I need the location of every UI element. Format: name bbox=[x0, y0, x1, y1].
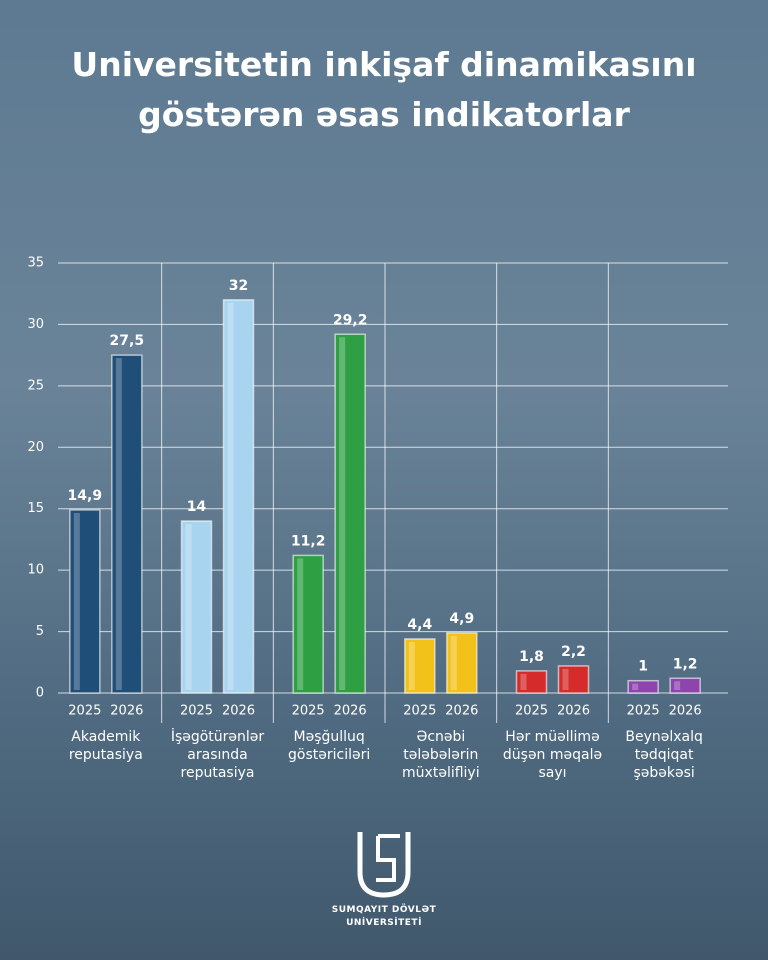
value-label: 27,5 bbox=[110, 333, 145, 349]
y-tick-label: 35 bbox=[27, 256, 44, 271]
x-tick-label: 2026 bbox=[334, 704, 367, 719]
value-label: 1,2 bbox=[673, 656, 698, 672]
y-tick-label: 10 bbox=[27, 563, 44, 578]
bar-highlight bbox=[450, 635, 457, 690]
logo-text: SUMQAYIT DÖVLƏT bbox=[331, 905, 437, 915]
x-tick-label: 2025 bbox=[68, 704, 101, 719]
bar bbox=[515, 670, 548, 694]
x-tick-label: 2025 bbox=[403, 704, 436, 719]
value-label: 14 bbox=[187, 499, 207, 515]
x-tick-label: 2026 bbox=[222, 704, 255, 719]
value-label: 32 bbox=[229, 278, 248, 294]
value-label: 4,9 bbox=[449, 611, 474, 627]
x-tick-label: 2025 bbox=[180, 704, 213, 719]
category-label: Məşğulluq göstəriciləri bbox=[288, 729, 371, 763]
x-tick-label: 2026 bbox=[110, 704, 143, 719]
y-tick-label: 0 bbox=[36, 686, 44, 701]
category-label: Beynəlxalq tədqiqat şəbəkəsi bbox=[625, 729, 703, 781]
category-label: İşəgötürənlər arasında reputasiya bbox=[170, 729, 265, 781]
bar bbox=[446, 632, 478, 694]
bar bbox=[334, 333, 366, 694]
value-label: 29,2 bbox=[333, 312, 368, 328]
value-label: 4,4 bbox=[407, 617, 432, 633]
bar-highlight bbox=[297, 558, 304, 690]
y-tick-label: 25 bbox=[27, 378, 44, 393]
value-label: 14,9 bbox=[68, 488, 103, 504]
bar bbox=[557, 665, 590, 694]
x-tick-label: 2026 bbox=[557, 704, 590, 719]
bar bbox=[69, 509, 101, 694]
category-label: Hər müəllimə düşən məqalə sayı bbox=[502, 729, 603, 781]
bar bbox=[222, 299, 255, 694]
bar-highlight bbox=[632, 683, 639, 690]
x-tick-label: 2026 bbox=[669, 704, 702, 719]
logo-text: UNİVERSİTETİ bbox=[346, 918, 422, 928]
x-tick-label: 2025 bbox=[515, 704, 548, 719]
logo-mark bbox=[357, 832, 411, 898]
chart-title: Universitetin inkişaf dinamikasını göstə… bbox=[71, 45, 697, 134]
bar-highlight bbox=[674, 681, 681, 690]
bar bbox=[292, 554, 324, 694]
value-label: 1 bbox=[638, 659, 648, 675]
bar-highlight bbox=[227, 302, 234, 690]
bar-highlight bbox=[185, 524, 192, 690]
bar-highlight bbox=[520, 673, 527, 690]
bar-highlight bbox=[339, 337, 346, 690]
value-label: 2,2 bbox=[561, 644, 586, 660]
x-tick-label: 2025 bbox=[292, 704, 325, 719]
category-label: Əcnəbi tələbələrin müxtəlifliyi bbox=[402, 729, 480, 781]
bar bbox=[669, 677, 701, 694]
bar bbox=[180, 520, 213, 694]
bar bbox=[111, 354, 143, 694]
y-tick-label: 15 bbox=[27, 501, 44, 516]
bar bbox=[404, 638, 436, 694]
y-tick-label: 5 bbox=[36, 624, 44, 639]
value-label: 11,2 bbox=[291, 533, 326, 549]
bar-highlight bbox=[562, 668, 569, 690]
x-tick-label: 2025 bbox=[627, 704, 660, 719]
value-label: 1,8 bbox=[519, 649, 544, 665]
bar-highlight bbox=[115, 358, 122, 690]
bar-highlight bbox=[73, 512, 80, 690]
bar bbox=[627, 679, 659, 694]
x-tick-label: 2026 bbox=[445, 704, 478, 719]
category-label: Akademik reputasiya bbox=[68, 729, 143, 763]
y-tick-label: 30 bbox=[27, 317, 44, 332]
y-tick-label: 20 bbox=[27, 440, 44, 455]
bar-highlight bbox=[408, 641, 415, 690]
